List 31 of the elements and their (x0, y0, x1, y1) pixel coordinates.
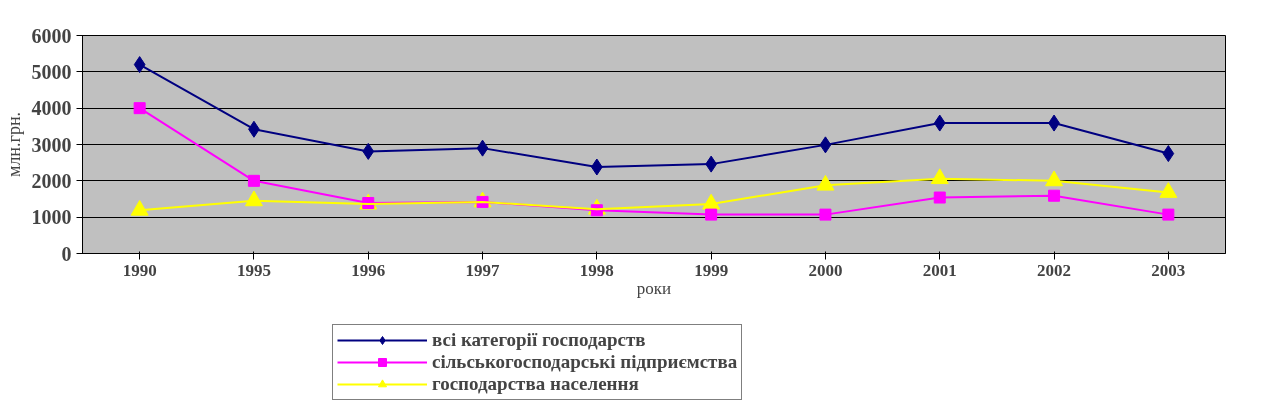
x-tick-label: 2000 (808, 260, 843, 280)
point (130, 199, 149, 216)
x-tick-label: 1998 (579, 260, 614, 280)
point (1162, 208, 1175, 221)
point (1162, 145, 1175, 163)
y-tick-label: 3000 (31, 133, 72, 156)
x-tick-label: 1990 (122, 260, 157, 280)
x-tick-label: 1999 (694, 260, 729, 280)
point (133, 56, 146, 74)
x-tick-label: 2001 (922, 260, 957, 280)
y-tick-label: 1000 (31, 206, 72, 229)
x-axis-title: роки (636, 278, 672, 298)
y-tick-label: 2000 (31, 169, 72, 192)
x-tick-label: 1996 (351, 260, 386, 280)
y-axis-title: млн.грн. (3, 111, 24, 178)
legend-label: сільськогосподарські підприємства (432, 351, 738, 373)
point (1159, 182, 1178, 198)
point (705, 208, 718, 221)
x-tick-label: 2003 (1151, 260, 1186, 280)
x-tick-label: 1995 (236, 260, 271, 280)
legend-label: всі категорії господарств (432, 329, 646, 351)
y-tick-label: 0 (61, 242, 72, 265)
point (133, 102, 146, 115)
y-tick-label: 5000 (31, 60, 72, 83)
legend-label: господарства населення (432, 373, 639, 395)
point (933, 191, 946, 204)
x-tick-label: 2002 (1037, 260, 1072, 280)
y-tick-label: 6000 (31, 24, 72, 47)
point (819, 208, 832, 221)
y-tick-label: 4000 (31, 97, 72, 120)
x-tick-label: 1997 (465, 260, 501, 280)
